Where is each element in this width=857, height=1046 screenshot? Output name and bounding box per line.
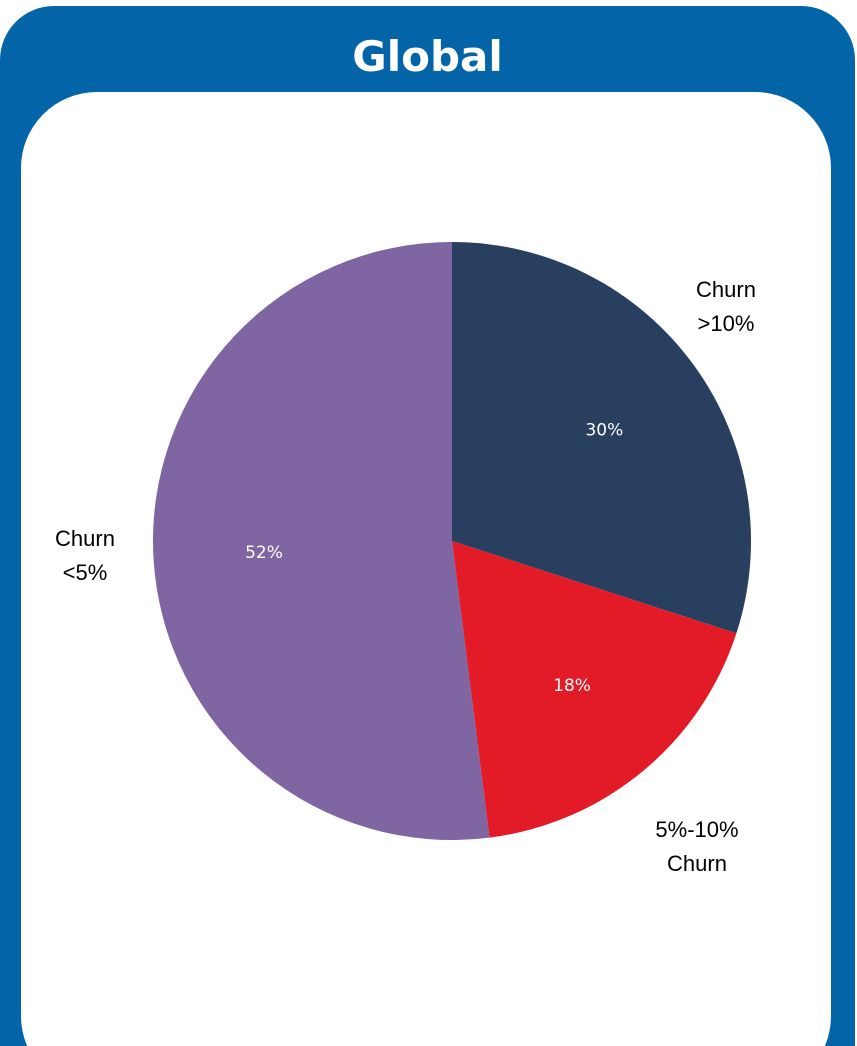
category-label-churn-10: Churn >10% (696, 277, 756, 336)
pie-slice-churn-5 (152, 242, 490, 840)
pie-slices (152, 242, 751, 840)
data-label-churn-10: 30% (585, 420, 623, 440)
pie-slice-5-10-churn (452, 541, 737, 838)
category-label-line: Churn (696, 277, 756, 302)
category-label-line: 5%-10% (655, 817, 738, 842)
category-label-churn-5: Churn <5% (55, 526, 115, 585)
data-label-5-10-churn: 18% (553, 676, 591, 696)
category-label-line: <5% (63, 560, 108, 585)
category-label-line: Churn (667, 851, 727, 876)
data-label-churn-5: 52% (245, 543, 283, 563)
pie-value-labels: 30% 18% 52% (245, 420, 623, 696)
category-label-5-10-churn: 5%-10% Churn (655, 817, 738, 876)
category-label-line: Churn (55, 526, 115, 551)
pie-slice-churn-10 (452, 242, 751, 634)
pie-category-labels: Churn >10% 5%-10% Churn Churn <5% (55, 277, 756, 876)
chart-title: Global (352, 32, 503, 81)
category-label-line: >10% (698, 311, 755, 336)
